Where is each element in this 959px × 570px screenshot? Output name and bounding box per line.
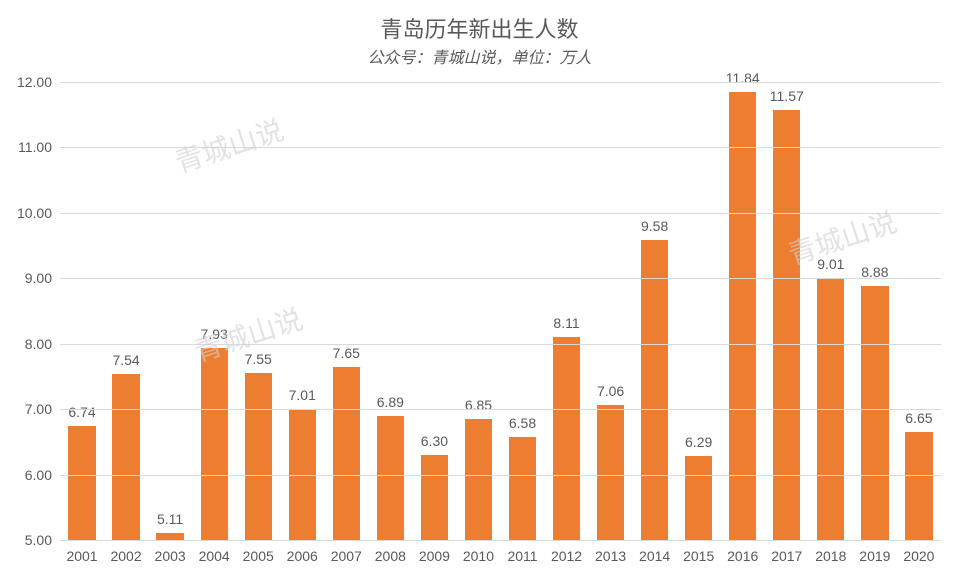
x-tick-label: 2012 [545,548,589,564]
x-tick-label: 2010 [456,548,500,564]
bar: 6.74 [68,426,95,540]
x-tick-label: 2017 [765,548,809,564]
bar: 6.85 [465,419,492,540]
chart-subtitle: 公众号：青城山说，单位：万人 [0,44,959,68]
bar-value-label: 7.06 [597,383,624,399]
y-tick-label: 11.00 [18,139,52,155]
bar-slot: 6.89 [368,82,412,540]
x-tick-label: 2003 [148,548,192,564]
bar-value-label: 6.85 [465,397,492,413]
gridline [60,344,941,345]
bar-slot: 7.93 [192,82,236,540]
bar-value-label: 6.65 [905,410,932,426]
bar: 5.11 [156,533,183,540]
bar-value-label: 5.11 [157,511,183,527]
bar: 7.93 [201,348,228,540]
x-tick-label: 2019 [853,548,897,564]
bar-value-label: 9.58 [641,218,668,234]
x-tick-label: 2002 [104,548,148,564]
bar-value-label: 9.01 [817,256,844,272]
bar-slot: 7.54 [104,82,148,540]
gridline [60,540,941,541]
bar-slot: 6.29 [677,82,721,540]
bar-slot: 6.58 [500,82,544,540]
x-tick-label: 2006 [280,548,324,564]
bar-slot: 5.11 [148,82,192,540]
chart-title: 青岛历年新出生人数 [0,12,959,44]
y-tick-label: 6.00 [25,467,52,483]
bar: 6.58 [509,437,536,540]
bar-value-label: 6.89 [377,394,404,410]
gridline [60,278,941,279]
x-tick-label: 2001 [60,548,104,564]
bar-value-label: 6.30 [421,433,448,449]
bar-value-label: 11.84 [726,70,760,86]
gridline [60,82,941,83]
bar: 7.65 [333,367,360,540]
x-tick-label: 2013 [589,548,633,564]
y-tick-label: 12.00 [17,74,52,90]
bar-value-label: 7.65 [333,345,360,361]
x-tick-label: 2011 [500,548,544,564]
x-axis-labels: 2001200220032004200520062007200820092010… [60,548,941,564]
chart-container: 青岛历年新出生人数 公众号：青城山说，单位：万人 6.74 7.54 5.11 7.9… [0,0,959,570]
bar-slot: 6.30 [412,82,456,540]
y-tick-label: 7.00 [25,401,52,417]
bar-value-label: 7.55 [245,351,272,367]
bar-slot: 6.85 [456,82,500,540]
bar-value-label: 7.93 [201,326,228,342]
bar-value-label: 7.54 [112,352,139,368]
bar-slot: 9.01 [809,82,853,540]
bar: 9.58 [641,240,668,540]
bar: 6.65 [905,432,932,540]
bar-slot: 11.57 [765,82,809,540]
bar: 6.29 [685,456,712,540]
y-tick-label: 8.00 [25,336,52,352]
x-tick-label: 2018 [809,548,853,564]
bar: 6.89 [377,416,404,540]
bar: 11.84 [729,92,756,540]
x-tick-label: 2014 [633,548,677,564]
x-tick-label: 2020 [897,548,941,564]
x-tick-label: 2005 [236,548,280,564]
bars-row: 6.74 7.54 5.11 7.93 7.55 7.01 7.65 6.89 6.30 6.85… [60,82,941,540]
y-tick-label: 10.00 [17,205,52,221]
x-tick-label: 2004 [192,548,236,564]
bar: 7.06 [597,405,624,540]
bar: 7.54 [112,374,139,540]
gridline [60,147,941,148]
plot-area: 6.74 7.54 5.11 7.93 7.55 7.01 7.65 6.89 6.30 6.85… [60,82,941,540]
x-tick-label: 2015 [677,548,721,564]
bar-slot: 8.11 [545,82,589,540]
bar-value-label: 8.11 [553,315,579,331]
y-tick-label: 9.00 [25,270,52,286]
gridline [60,213,941,214]
gridline [60,409,941,410]
bar-value-label: 6.74 [68,404,95,420]
gridline [60,475,941,476]
bar-slot: 7.06 [589,82,633,540]
bar-slot: 9.58 [633,82,677,540]
bar-slot: 7.01 [280,82,324,540]
y-tick-label: 5.00 [25,532,52,548]
bar-slot: 6.65 [897,82,941,540]
bar-slot: 8.88 [853,82,897,540]
bar-slot: 7.55 [236,82,280,540]
bar: 8.88 [861,286,888,540]
bar-value-label: 7.01 [289,387,316,403]
bar-slot: 11.84 [721,82,765,540]
x-tick-label: 2008 [368,548,412,564]
x-tick-label: 2016 [721,548,765,564]
bar-value-label: 6.29 [685,434,712,450]
bar-slot: 7.65 [324,82,368,540]
bar: 7.55 [245,373,272,540]
bar-value-label: 11.57 [770,88,804,104]
x-tick-label: 2009 [412,548,456,564]
x-tick-label: 2007 [324,548,368,564]
bar: 8.11 [553,337,580,540]
bar: 6.30 [421,455,448,540]
bar-value-label: 6.58 [509,415,536,431]
bar-slot: 6.74 [60,82,104,540]
